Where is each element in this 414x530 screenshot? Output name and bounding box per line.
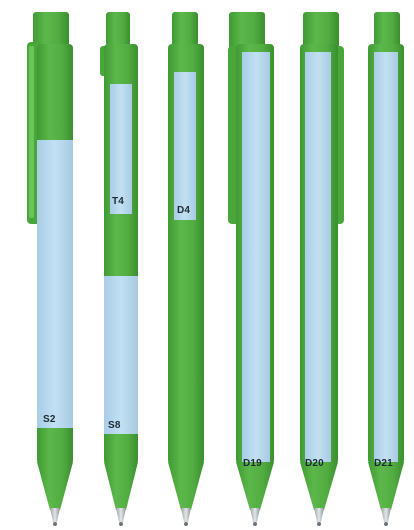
pen-t4-label: T4: [112, 196, 125, 207]
pen-d19-label: D19: [243, 458, 262, 469]
pen-d21-label: D21: [374, 458, 393, 469]
pen-s8-label: S8: [108, 420, 121, 431]
pen-d4-label: D4: [177, 205, 191, 216]
pen-s2-label: S2: [43, 414, 56, 425]
pen-d20-label: D20: [305, 458, 324, 469]
